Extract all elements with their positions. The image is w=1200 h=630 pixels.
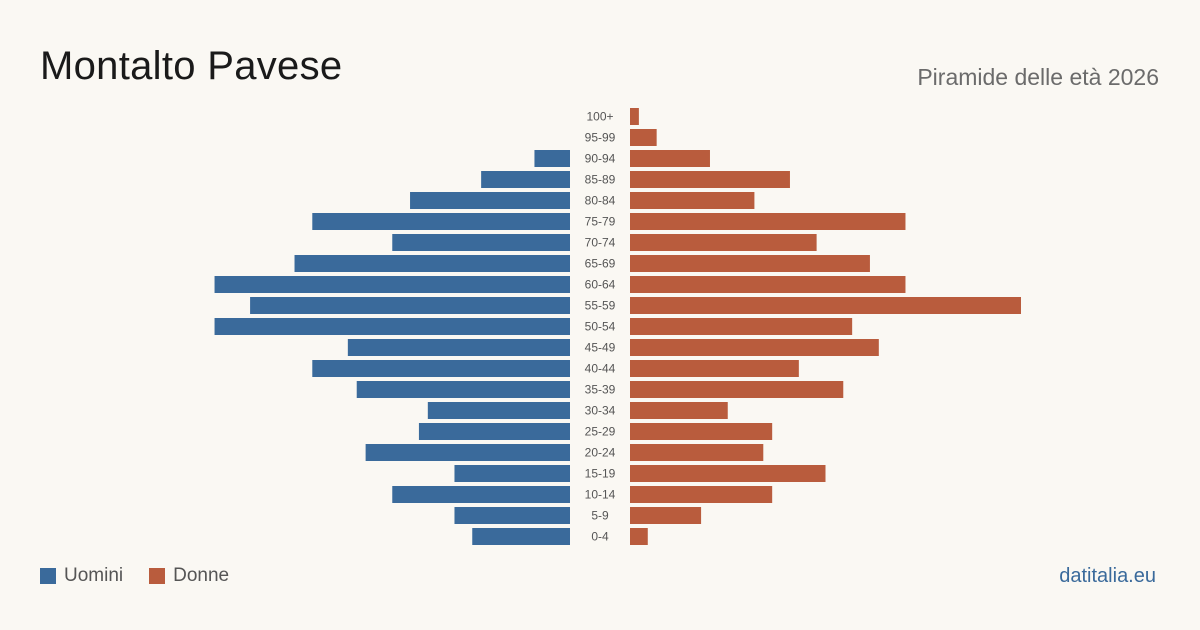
chart-subtitle: Piramide delle età 2026 (917, 64, 1159, 90)
legend-swatch-men (40, 568, 56, 584)
bar-women-35-39 (630, 381, 844, 398)
bar-women-25-29 (630, 423, 773, 440)
bar-women-85-89 (630, 171, 790, 188)
bar-men-5-9 (454, 507, 570, 524)
bar-men-20-24 (365, 444, 570, 461)
age-label-45-49: 45-49 (585, 341, 616, 355)
bar-women-30-34 (630, 402, 728, 419)
bar-women-65-69 (630, 255, 870, 272)
age-label-70-74: 70-74 (585, 236, 616, 250)
age-label-90-94: 90-94 (585, 152, 616, 166)
bar-men-40-44 (312, 360, 570, 377)
age-label-15-19: 15-19 (585, 467, 616, 481)
bar-men-10-14 (392, 486, 570, 503)
age-label-65-69: 65-69 (585, 257, 616, 271)
legend-label-men: Uomini (64, 565, 124, 586)
bar-men-70-74 (392, 234, 570, 251)
bar-women-50-54 (630, 318, 853, 335)
chart-legend: Uomini Donne (40, 562, 229, 590)
age-label-95-99: 95-99 (585, 131, 616, 145)
age-label-100plus: 100+ (586, 110, 613, 124)
legend-label-women: Donne (173, 565, 230, 586)
bar-women-75-79 (630, 213, 906, 230)
bar-men-25-29 (418, 423, 570, 440)
age-label-5-9: 5-9 (591, 509, 609, 523)
bar-men-45-49 (347, 339, 570, 356)
age-label-20-24: 20-24 (585, 446, 616, 460)
bar-women-55-59 (630, 297, 1021, 314)
age-label-85-89: 85-89 (585, 173, 616, 187)
age-label-25-29: 25-29 (585, 425, 616, 439)
age-label-40-44: 40-44 (585, 362, 616, 376)
age-label-10-14: 10-14 (585, 488, 616, 502)
source-link[interactable]: datitalia.eu (1059, 565, 1156, 587)
bar-men-85-89 (481, 171, 570, 188)
age-label-35-39: 35-39 (585, 383, 616, 397)
bar-men-15-19 (454, 465, 570, 482)
bar-men-35-39 (356, 381, 570, 398)
age-label-55-59: 55-59 (585, 299, 616, 313)
bar-women-90-94 (630, 150, 710, 167)
legend-item-women: Donne (149, 562, 229, 590)
bar-women-80-84 (630, 192, 755, 209)
bar-women-40-44 (630, 360, 799, 377)
legend-item-men: Uomini (40, 562, 123, 590)
bar-men-55-59 (250, 297, 570, 314)
page-title: Montalto Pavese (40, 44, 343, 88)
bar-women-15-19 (630, 465, 826, 482)
bar-men-30-34 (427, 402, 570, 419)
bar-men-80-84 (410, 192, 570, 209)
bar-women-20-24 (630, 444, 764, 461)
age-label-0-4: 0-4 (591, 530, 609, 544)
bar-men-90-94 (534, 150, 570, 167)
bar-women-5-9 (630, 507, 702, 524)
age-label-80-84: 80-84 (585, 194, 616, 208)
age-label-50-54: 50-54 (585, 320, 616, 334)
bar-women-45-49 (630, 339, 879, 356)
age-label-75-79: 75-79 (585, 215, 616, 229)
bar-women-95-99 (630, 129, 657, 146)
bar-men-65-69 (294, 255, 570, 272)
bar-women-0-4 (630, 528, 648, 545)
bar-women-100plus (630, 108, 639, 125)
legend-swatch-women (149, 568, 166, 584)
bar-women-10-14 (630, 486, 773, 503)
age-label-30-34: 30-34 (585, 404, 616, 418)
bar-women-60-64 (630, 276, 906, 293)
bar-men-75-79 (312, 213, 570, 230)
bar-men-50-54 (214, 318, 570, 335)
bar-men-60-64 (214, 276, 570, 293)
age-label-60-64: 60-64 (585, 278, 616, 292)
bar-men-0-4 (472, 528, 570, 545)
bar-women-70-74 (630, 234, 817, 251)
